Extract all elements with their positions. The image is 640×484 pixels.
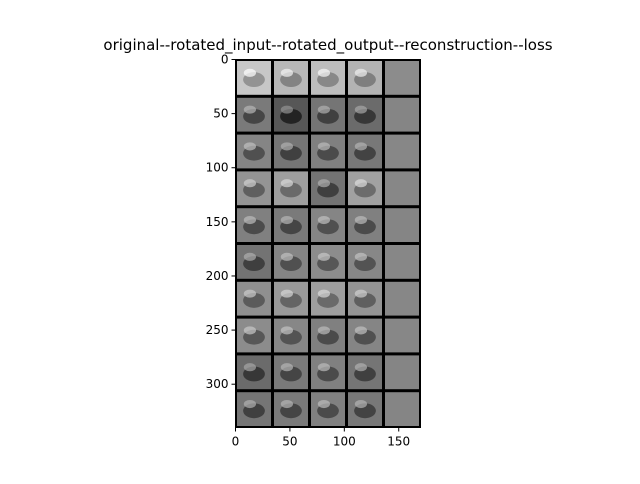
image-shape-light — [317, 105, 331, 114]
image-shape-light — [243, 326, 257, 335]
image-shape-light — [243, 289, 257, 298]
image-shape-light — [317, 289, 331, 298]
image-cell-loss-row-0 — [385, 61, 419, 95]
image-cell-loss-row-8 — [385, 355, 419, 390]
image-shape-light — [354, 326, 368, 335]
x-tick-label: 0 — [232, 435, 240, 449]
image-shape-light — [243, 105, 257, 114]
image-cell-loss-row-9 — [385, 392, 419, 426]
image-shape-light — [317, 326, 331, 335]
image-shape-light — [280, 252, 294, 261]
image-shape-light — [354, 289, 368, 298]
x-axis: 0 50 100 150 — [232, 427, 410, 449]
image-shape-light — [354, 105, 368, 114]
image-shape-light — [317, 399, 331, 409]
image-shape-light — [243, 252, 257, 261]
y-tick-label: 0 — [221, 53, 229, 67]
y-tick-label: 50 — [213, 107, 228, 121]
y-axis: 0 50 100 150 200 250 300 — [206, 53, 236, 391]
y-tick-label: 100 — [206, 161, 229, 175]
image-shape-light — [354, 252, 368, 261]
image-shape-light — [317, 215, 331, 225]
image-shape-light — [354, 179, 368, 188]
image-shape-light — [354, 215, 368, 225]
image-shape-light — [243, 399, 257, 409]
image-shape-light — [243, 363, 257, 372]
image-shape-light — [280, 326, 294, 335]
image-cell-loss-row-6 — [385, 281, 419, 316]
image-shape-light — [280, 215, 294, 225]
y-tick-label: 300 — [206, 377, 229, 391]
image-shape-light — [317, 179, 331, 188]
image-shape-light — [354, 68, 368, 77]
image-shape-light — [354, 142, 368, 151]
image-shape-light — [280, 289, 294, 298]
image-grid — [235, 59, 421, 428]
image-shape-light — [317, 142, 331, 151]
x-tick-label: 150 — [387, 435, 410, 449]
image-shape-light — [354, 399, 368, 409]
axes-frame — [235, 59, 421, 428]
image-cell-loss-row-7 — [385, 318, 419, 353]
chart-title: original--rotated_input--rotated_output-… — [103, 36, 552, 55]
image-shape-light — [243, 179, 257, 188]
image-shape-light — [280, 105, 294, 114]
x-tick-label: 100 — [333, 435, 356, 449]
image-cell-loss-row-1 — [385, 97, 419, 132]
image-shape-light — [280, 179, 294, 188]
image-cell-loss-row-3 — [385, 171, 419, 206]
x-tick-label: 50 — [282, 435, 297, 449]
image-shape-light — [317, 363, 331, 372]
image-shape-light — [354, 363, 368, 372]
y-tick-label: 200 — [206, 269, 229, 283]
image-shape-light — [280, 68, 294, 77]
image-cell-loss-row-2 — [385, 134, 419, 169]
y-tick-label: 250 — [206, 323, 229, 337]
image-shape-light — [317, 252, 331, 261]
image-shape-light — [280, 399, 294, 409]
y-tick-label: 150 — [206, 215, 229, 229]
image-shape-light — [243, 215, 257, 225]
image-shape-light — [280, 142, 294, 151]
image-cell-loss-row-5 — [385, 245, 419, 279]
image-shape-light — [243, 142, 257, 151]
image-shape-light — [243, 68, 257, 77]
image-shape-light — [317, 68, 331, 77]
image-shape-light — [280, 363, 294, 372]
image-cell-loss-row-4 — [385, 208, 419, 242]
